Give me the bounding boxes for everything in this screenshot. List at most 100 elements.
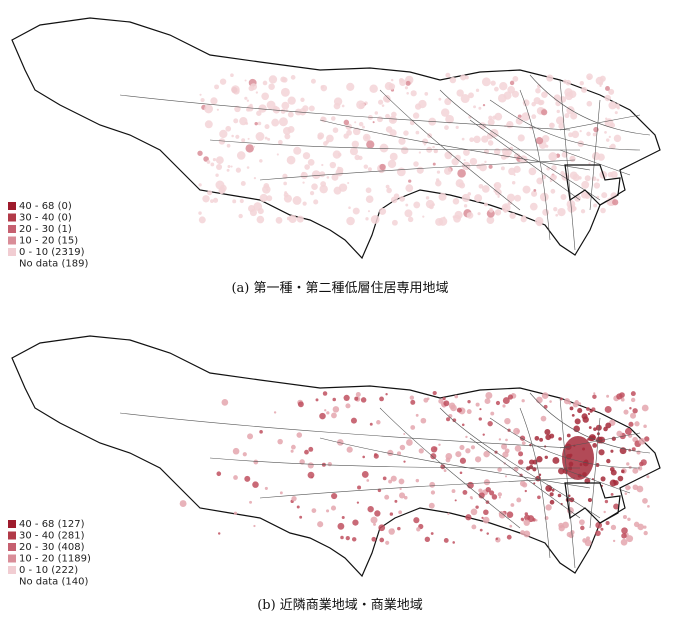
zone-patch — [444, 98, 452, 106]
zone-patch — [514, 194, 522, 202]
zone-patch — [493, 148, 501, 155]
zone-patch — [449, 76, 457, 84]
zone-patch — [246, 99, 250, 102]
zone-patch — [500, 154, 507, 160]
zone-patch — [643, 424, 647, 429]
zone-patch — [582, 416, 589, 423]
zone-patch — [541, 91, 548, 99]
road — [519, 407, 551, 559]
zone-patch — [445, 72, 451, 78]
zone-patch — [612, 539, 616, 543]
zone-patch — [543, 404, 548, 409]
zone-patch — [215, 173, 219, 177]
legend-label: No data (140) — [19, 577, 88, 588]
zone-patch — [436, 170, 441, 174]
zone-patch — [461, 423, 465, 427]
zone-patch — [620, 538, 628, 546]
zone-patch — [443, 469, 447, 472]
zone-patch — [502, 404, 506, 408]
zone-patch — [406, 92, 409, 95]
zone-patch — [477, 212, 481, 216]
zone-patch — [385, 126, 393, 133]
zone-patch — [532, 518, 536, 522]
zone-patch — [495, 212, 499, 215]
zone-patch — [433, 148, 439, 154]
legend-label: 40 - 68 (127) — [19, 519, 85, 530]
zone-patch — [264, 124, 270, 130]
zone-patch — [553, 94, 561, 102]
zone-patch — [179, 500, 187, 508]
road-network — [119, 74, 651, 251]
zone-patch — [214, 84, 220, 90]
zone-patch — [470, 445, 476, 450]
zone-patch — [282, 173, 288, 179]
zone-patch — [311, 508, 317, 513]
zone-patch — [207, 190, 213, 196]
zone-patch — [495, 537, 499, 541]
zone-patch — [475, 402, 480, 407]
zone-patch — [300, 97, 305, 102]
road — [119, 94, 571, 131]
legend-label: 10 - 20 (15) — [19, 236, 78, 247]
zone-patch — [337, 439, 344, 446]
zone-patch — [324, 409, 327, 412]
zone-patch — [624, 427, 632, 435]
zone-patch — [613, 134, 622, 143]
zone-patch — [216, 163, 223, 171]
zone-patch — [365, 187, 372, 194]
zone-patch — [553, 207, 558, 212]
zone-patch — [217, 532, 221, 535]
zone-patch — [345, 535, 350, 541]
zone-patch — [524, 514, 531, 521]
zone-patch — [617, 475, 624, 482]
zone-patch — [425, 196, 430, 200]
map-fill — [179, 390, 650, 547]
road — [379, 89, 521, 211]
zone-patch — [478, 106, 482, 110]
zone-patch — [405, 184, 414, 192]
zone-patch — [423, 143, 426, 146]
zone-patch — [629, 406, 632, 410]
zone-patch — [430, 453, 437, 460]
zone-patch — [634, 421, 640, 427]
zone-patch — [299, 459, 305, 465]
zone-patch — [197, 150, 203, 156]
zone-patch — [245, 144, 254, 153]
zone-patch — [290, 74, 296, 80]
zone-patch — [519, 480, 526, 487]
zone-patch — [405, 203, 409, 207]
zone-patch — [311, 183, 318, 191]
zone-patch — [231, 85, 240, 94]
zone-patch — [452, 198, 460, 205]
zone-patch — [346, 216, 355, 226]
zone-patch — [465, 435, 468, 439]
zone-patch — [320, 84, 328, 92]
zone-patch — [642, 497, 648, 504]
zone-patch — [646, 475, 650, 479]
zone-patch — [253, 459, 259, 465]
zone-patch — [461, 193, 471, 203]
zone-patch — [483, 509, 489, 516]
zone-patch — [628, 421, 634, 427]
zone-patch — [341, 516, 345, 520]
zone-patch — [343, 119, 350, 126]
zone-patch — [608, 101, 617, 110]
zone-patch — [219, 78, 227, 85]
zone-patch — [593, 427, 597, 431]
legend-swatch — [8, 213, 16, 222]
zone-patch — [264, 486, 268, 490]
zone-patch — [422, 138, 429, 145]
zone-patch — [210, 162, 215, 167]
zone-patch — [379, 537, 385, 543]
zone-patch — [592, 132, 597, 137]
zone-patch — [462, 489, 468, 495]
zone-patch — [632, 467, 639, 474]
zone-patch — [475, 88, 480, 92]
zone-patch — [520, 530, 526, 536]
zone-patch — [396, 167, 406, 177]
zone-patch — [332, 397, 337, 402]
zone-patch — [331, 116, 336, 121]
zone-patch — [440, 108, 450, 117]
zone-patch — [571, 130, 580, 139]
zone-patch — [210, 97, 218, 105]
